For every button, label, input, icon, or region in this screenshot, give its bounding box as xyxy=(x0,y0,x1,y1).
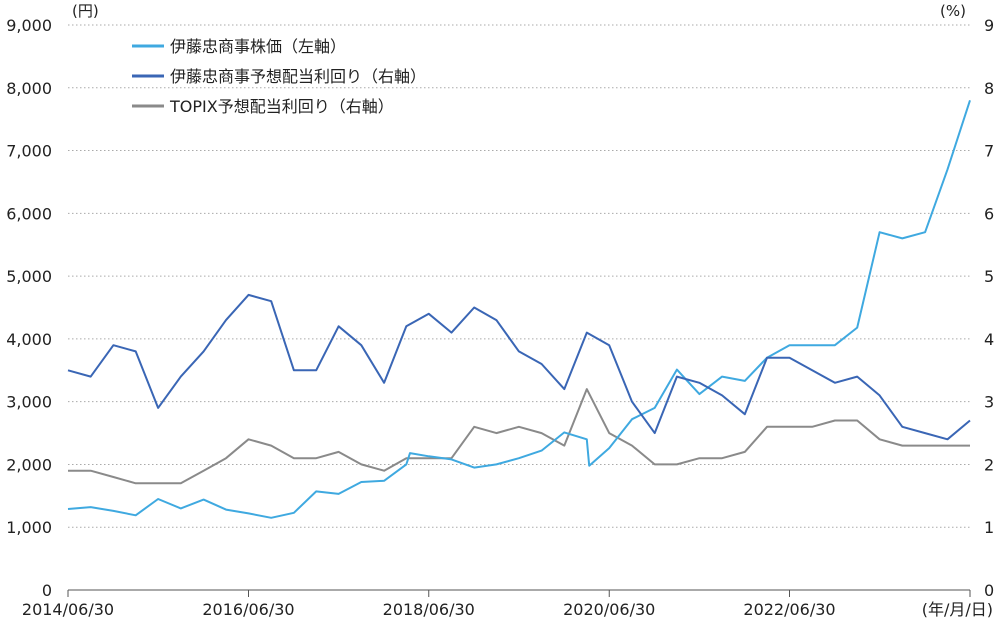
left-tick-label: 6,000 xyxy=(6,204,52,223)
right-tick-label: 9 xyxy=(984,16,994,35)
legend: 伊藤忠商事株価（左軸） 伊藤忠商事予想配当利回り（右軸） TOPIX予想配当利回… xyxy=(132,37,426,116)
right-tick-label: 5 xyxy=(984,267,994,286)
x-tick-label: 2014/06/30 xyxy=(22,600,114,619)
right-axis-unit: (%) xyxy=(940,2,966,20)
x-axis-unit: (年/月/日) xyxy=(922,600,993,619)
legend-item-yield: 伊藤忠商事予想配当利回り（右軸） xyxy=(132,67,426,86)
left-y-axis-ticks: 0 1,000 2,000 3,000 4,000 5,000 6,000 7,000 8,00… xyxy=(6,16,52,600)
x-tick-label: 2018/06/30 xyxy=(383,600,475,619)
right-tick-label: 4 xyxy=(984,330,994,349)
series-line-topix xyxy=(68,388,970,485)
right-tick-label: 6 xyxy=(984,204,994,223)
right-tick-label: 1 xyxy=(984,518,994,537)
left-tick-label: 8,000 xyxy=(6,79,52,98)
left-tick-label: 0 xyxy=(42,581,52,600)
left-tick-label: 9,000 xyxy=(6,16,52,35)
legend-label-topix: TOPIX予想配当利回り（右軸） xyxy=(169,97,394,116)
x-axis-ticks: 2014/06/30 2016/06/30 2018/06/30 2020/06/30… xyxy=(22,590,971,619)
left-tick-label: 5,000 xyxy=(6,267,52,286)
left-tick-label: 3,000 xyxy=(6,393,52,412)
left-tick-label: 4,000 xyxy=(6,330,52,349)
legend-item-stock: 伊藤忠商事株価（左軸） xyxy=(132,37,346,56)
left-tick-label: 7,000 xyxy=(6,142,52,161)
right-tick-label: 3 xyxy=(984,393,994,412)
right-y-axis-ticks: 0 1 2 3 4 5 6 7 8 9 xyxy=(984,16,994,600)
legend-item-topix: TOPIX予想配当利回り（右軸） xyxy=(132,97,394,116)
legend-label-stock: 伊藤忠商事株価（左軸） xyxy=(170,37,346,56)
x-tick-label: 2022/06/30 xyxy=(743,600,835,619)
series-line-yield xyxy=(67,293,971,441)
x-tick-label: 2020/06/30 xyxy=(563,600,655,619)
right-tick-label: 0 xyxy=(984,581,994,600)
left-tick-label: 1,000 xyxy=(6,518,52,537)
right-tick-label: 7 xyxy=(984,142,994,161)
right-tick-label: 8 xyxy=(984,79,994,98)
left-axis-unit: (円) xyxy=(72,2,99,20)
series-lines xyxy=(67,99,971,519)
left-tick-label: 2,000 xyxy=(6,455,52,474)
right-tick-label: 2 xyxy=(984,455,994,474)
series-line-stock xyxy=(67,99,971,519)
legend-label-yield: 伊藤忠商事予想配当利回り（右軸） xyxy=(170,67,426,86)
x-tick-label: 2016/06/30 xyxy=(202,600,294,619)
